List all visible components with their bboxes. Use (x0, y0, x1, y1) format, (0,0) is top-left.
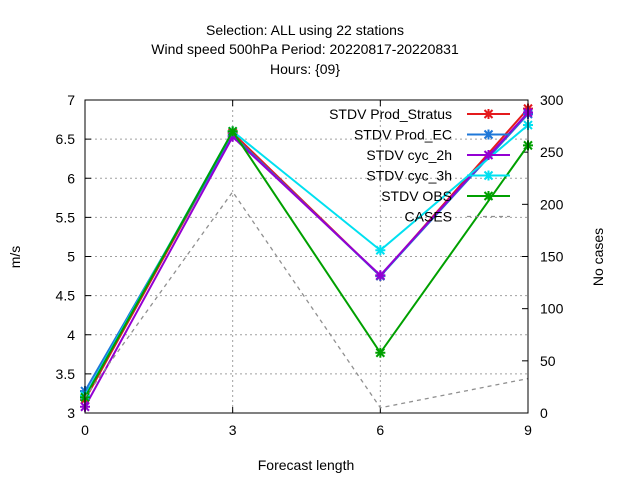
series-line-6 (84, 190, 529, 409)
legend-marker-3 (483, 150, 494, 160)
series-line-2 (84, 113, 529, 392)
y-tick-label: 7 (67, 92, 75, 108)
y2-tick-label: 100 (540, 301, 564, 317)
y2-tick-label: 250 (540, 144, 564, 160)
legend-marker-5 (483, 191, 494, 201)
legend-label-3: STDV cyc_2h (366, 147, 452, 163)
y-axis-label: m/s (7, 246, 23, 269)
series-layer (80, 103, 533, 412)
plot-frame (84, 99, 529, 414)
legend-marker-2 (483, 129, 494, 140)
legend-label-1: STDV Prod_Stratus (329, 106, 452, 122)
grid-layer (85, 100, 528, 413)
y-tick-label: 4 (67, 327, 75, 343)
chart-title-line-1: Selection: ALL using 22 stations (206, 22, 404, 38)
legend-marker-4 (483, 170, 494, 181)
y2-tick-label: 200 (540, 196, 564, 212)
y2-tick-label: 50 (540, 353, 556, 369)
y-tick-label: 5.5 (56, 209, 76, 225)
chart-title-line-3: Hours: {09} (270, 61, 340, 77)
x-tick-label: 0 (81, 422, 89, 438)
series-line-1 (84, 107, 529, 401)
x-tick-label: 6 (376, 422, 384, 438)
series-point-5 (227, 126, 238, 137)
legend-marker-1 (483, 109, 494, 119)
y2-tick-label: 0 (540, 405, 548, 421)
x-tick-label: 9 (524, 422, 532, 438)
series-line-5 (84, 129, 529, 398)
y-tick-label: 5 (67, 249, 75, 265)
legend: STDV Prod_Stratus STDV Prod_EC STDV cyc_2h… (329, 106, 510, 225)
chart-title-line-2: Wind speed 500hPa Period: 20220817-20220… (151, 41, 459, 57)
y2-axis-label: No cases (590, 228, 606, 286)
series-point-3 (375, 270, 386, 281)
legend-label-2: STDV Prod_EC (354, 127, 452, 143)
y-tick-label: 6 (67, 170, 75, 186)
series-line-4 (84, 124, 529, 397)
series-point-4 (375, 245, 386, 256)
legend-label-4: STDV cyc_3h (366, 168, 452, 184)
y-tick-label: 4.5 (56, 288, 76, 304)
x-axis-label: Forecast length (258, 457, 355, 473)
legend-label-5: STDV OBS (381, 188, 452, 204)
y2-tick-label: 150 (540, 249, 564, 265)
y-tick-label: 3.5 (56, 366, 76, 382)
x-tick-label: 3 (229, 422, 237, 438)
legend-label-6: CASES (405, 209, 452, 225)
y-tick-label: 3 (67, 405, 75, 421)
series-point-5 (375, 347, 386, 358)
series-line-3 (84, 111, 529, 408)
y-tick-label: 6.5 (56, 131, 76, 147)
y2-tick-label: 300 (540, 92, 564, 108)
